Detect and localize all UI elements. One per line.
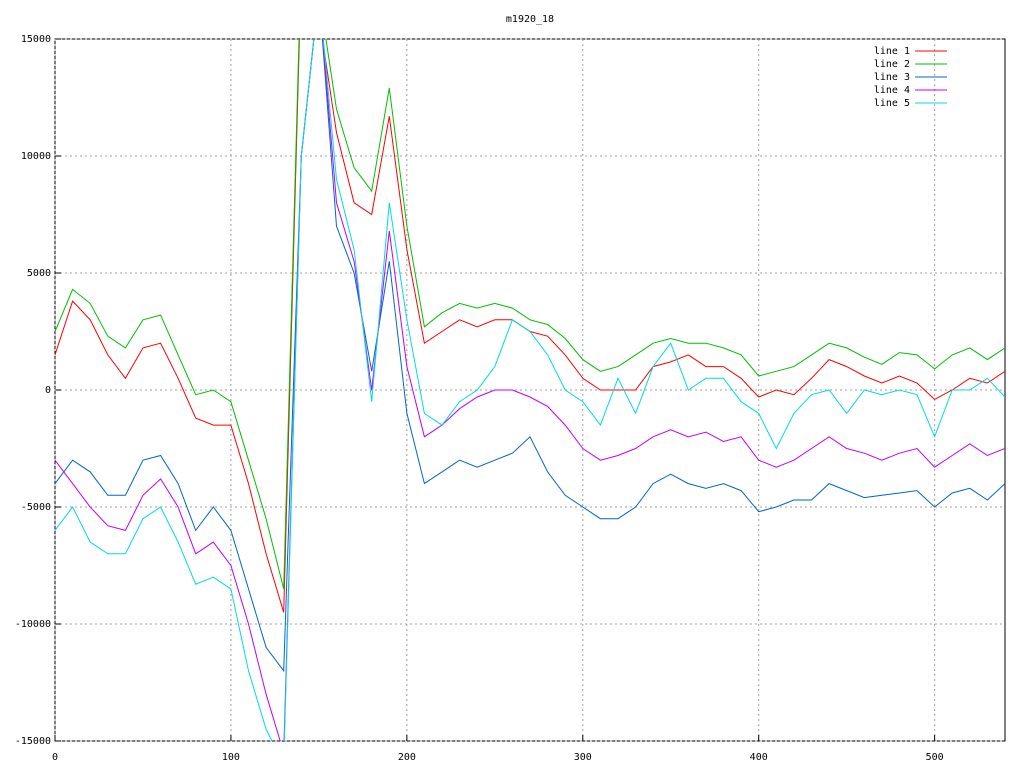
chart-title: m1920_18 <box>506 14 554 25</box>
y-tick-label: 15000 <box>21 34 51 45</box>
line-series <box>55 39 1005 741</box>
line-series <box>55 39 1005 590</box>
x-tick-label: 500 <box>926 752 944 763</box>
x-tick-label: 0 <box>52 752 58 763</box>
legend-label: line 1 <box>874 46 910 57</box>
line-series <box>55 39 1005 673</box>
line-series <box>55 39 1005 741</box>
y-tick-label: 10000 <box>21 151 51 162</box>
legend-label: line 3 <box>874 72 910 83</box>
y-tick-label: 5000 <box>27 268 51 279</box>
legend-label: line 5 <box>874 98 910 109</box>
plot-area <box>55 39 1005 741</box>
x-tick-label: 400 <box>750 752 768 763</box>
y-tick-label: -5000 <box>21 502 51 513</box>
x-tick-label: 200 <box>398 752 416 763</box>
x-tick-label: 300 <box>574 752 592 763</box>
legend-label: line 4 <box>874 85 910 96</box>
y-tick-label: 0 <box>45 385 51 396</box>
legend-label: line 2 <box>874 59 910 70</box>
line-series <box>55 39 1005 613</box>
y-tick-label: -15000 <box>15 736 51 747</box>
y-tick-label: -10000 <box>15 619 51 630</box>
x-tick-label: 100 <box>222 752 240 763</box>
